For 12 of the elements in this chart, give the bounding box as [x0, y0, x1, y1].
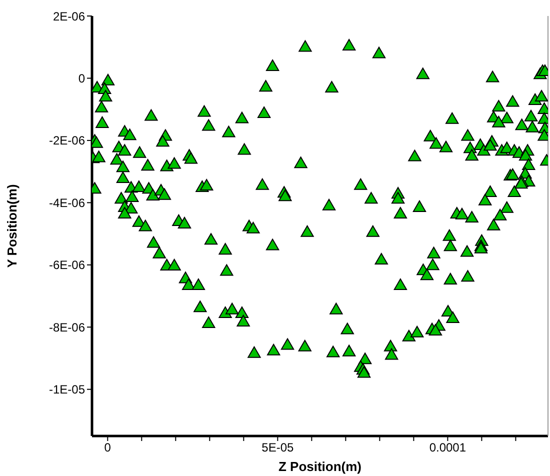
x-tick-label: 0.0001 [429, 440, 466, 455]
y-tick-label: -6E-06 [48, 258, 86, 272]
x-tick-label: 5E-05 [262, 440, 294, 455]
y-tick-label: -1E-05 [48, 382, 86, 397]
y-tick-label: -2E-06 [48, 134, 86, 148]
y-tick-label: 2E-06 [52, 9, 86, 24]
x-tick-label: 0 [104, 440, 112, 455]
y-tick-label: -8E-06 [48, 320, 86, 334]
y-tick-label: 0 [78, 71, 86, 86]
y-tick-label: -4E-06 [48, 196, 86, 210]
y-axis-title: Y Position(m) [4, 184, 20, 268]
x-axis-title: Z Position(m) [278, 459, 362, 474]
